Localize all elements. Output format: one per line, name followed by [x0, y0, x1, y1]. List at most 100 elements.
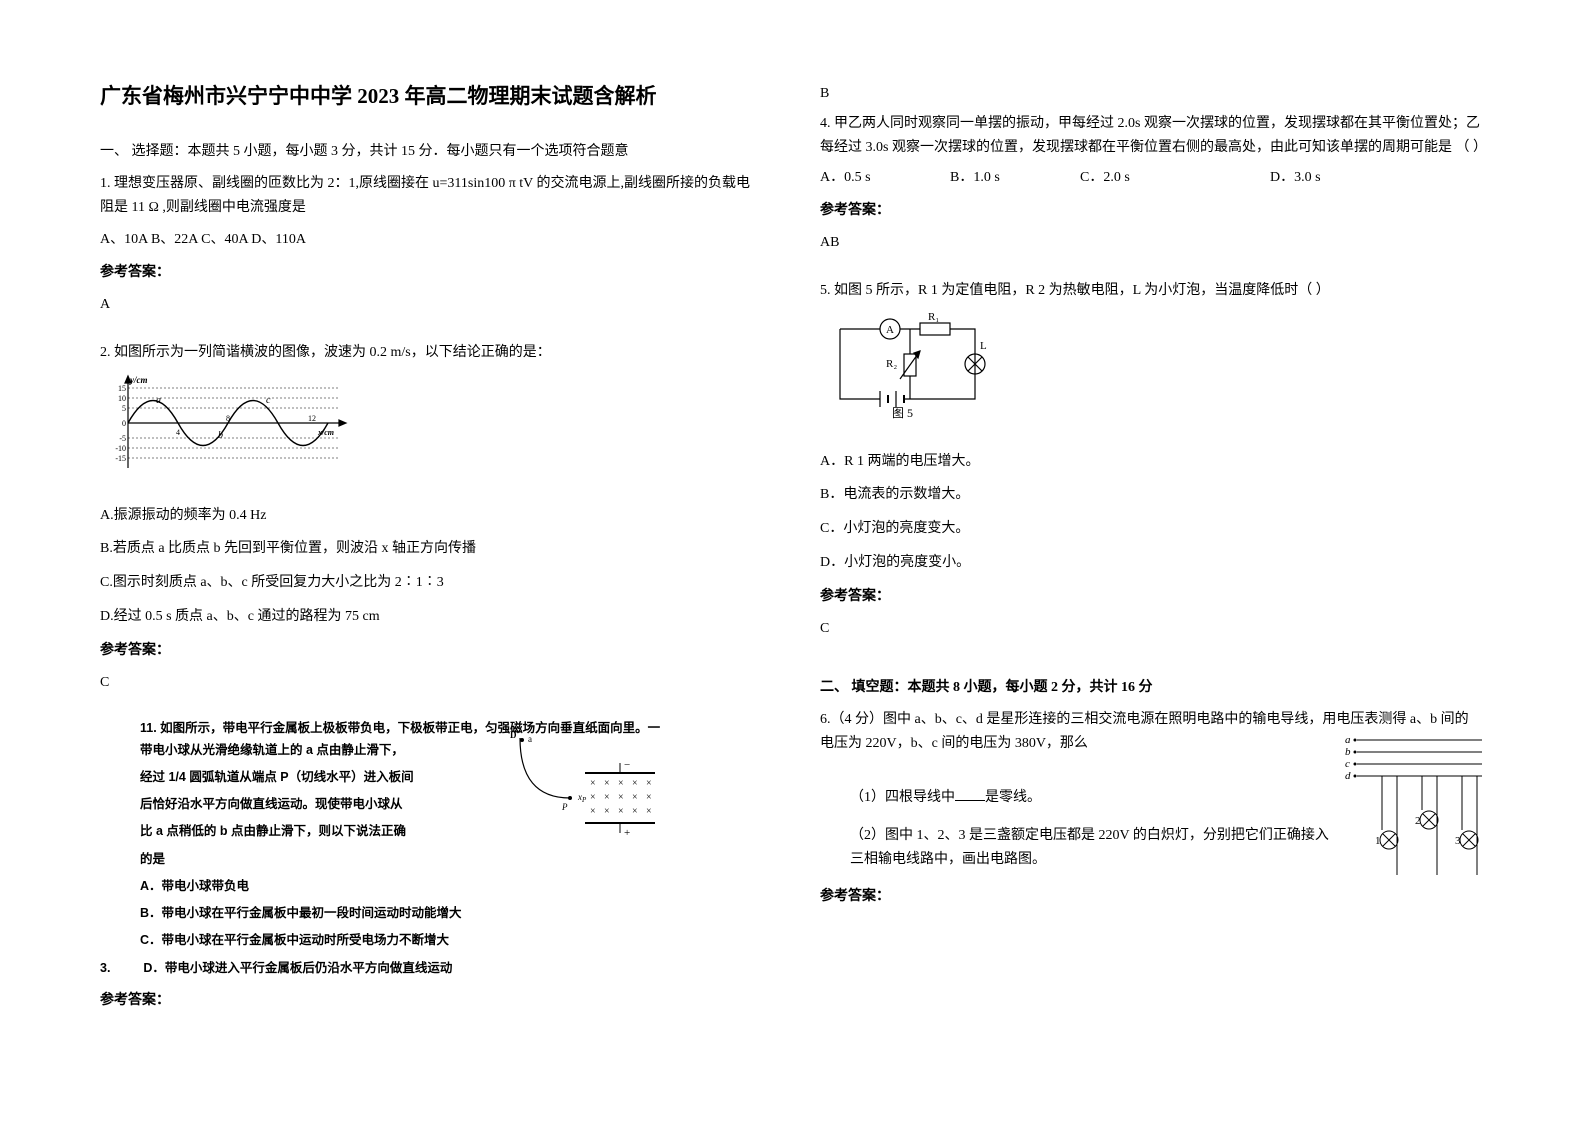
question-3-option-b: B．带电小球在平行金属板中最初一段时间运动时动能增大 [140, 903, 760, 924]
svg-text:×: × [604, 806, 610, 817]
svg-text:10: 10 [118, 394, 126, 403]
svg-text:×: × [646, 806, 652, 817]
wave-figure: y/cm a b [108, 373, 358, 483]
question-3-option-d: D．带电小球进入平行金属板后仍沿水平方向做直线运动 [143, 961, 452, 975]
svg-text:×: × [632, 792, 638, 803]
svg-text:×: × [618, 806, 624, 817]
svg-text:×: × [590, 806, 596, 817]
question-4-option-d: D．3.0 s [1270, 166, 1360, 190]
page-title: 广东省梅州市兴宁宁中中学 2023 年高二物理期末试题含解析 [100, 80, 760, 110]
question-5-option-b: B．电流表的示数增大。 [820, 483, 1480, 507]
track-a-point: a [528, 734, 532, 744]
question-4-option-b: B．1.0 s [950, 166, 1040, 190]
point-c-label: c [266, 395, 271, 406]
wire-a: a [1345, 734, 1351, 746]
question-3: 11. 如图所示，带电平行金属板上极板带负电，下极板带正电，匀强磁场方向垂直纸面… [100, 718, 760, 1020]
svg-text:8: 8 [226, 414, 230, 423]
ammeter-label: A [886, 324, 894, 336]
svg-text:-5: -5 [119, 434, 126, 443]
right-column: B 4. 甲乙两人同时观察同一单摆的振动，甲每经过 2.0s 观察一次摆球的位置… [820, 80, 1480, 1082]
question-1-options: A、10A B、22A C、40A D、110A [100, 228, 760, 252]
question-3-line0: 11. 如图所示，带电平行金属板上极板带负电，下极板带正电，匀强磁场方向垂直纸面… [100, 718, 760, 739]
question-6-p1a: （1）四根导线中 [850, 790, 955, 805]
question-5-option-c: C．小灯泡的亮度变大。 [820, 517, 1480, 541]
question-1-answer: A [100, 293, 760, 317]
question-6-figure: a b c d 1 2 3 [1337, 730, 1487, 880]
question-1-text: 1. 理想变压器原、副线圈的匝数比为 2：1,原线圈接在 u=311sin100… [100, 172, 760, 220]
xp-label: xP [577, 792, 587, 804]
question-2-option-b: B.若质点 a 比质点 b 先回到平衡位置，则波沿 x 轴正方向传播 [100, 537, 760, 561]
svg-text:×: × [604, 792, 610, 803]
svg-text:×: × [590, 778, 596, 789]
question-2-option-c: C.图示时刻质点 a、b、c 所受回复力大小之比为 2∶1∶3 [100, 571, 760, 595]
svg-text:×: × [618, 778, 624, 789]
plus-sign: + [624, 827, 630, 839]
svg-text:15: 15 [118, 384, 126, 393]
svg-text:×: × [604, 778, 610, 789]
question-6-p1b: 是零线。 [985, 790, 1041, 805]
svg-text:×: × [618, 792, 624, 803]
question-5-option-a: A．R 1 两端的电压增大。 [820, 450, 1480, 474]
question-2: 2. 如图所示为一列简谐横波的图像，波速为 0.2 m/s，以下结论正确的是： … [100, 341, 760, 704]
left-column: 广东省梅州市兴宁宁中中学 2023 年高二物理期末试题含解析 一、 选择题：本题… [100, 80, 760, 1082]
r1-label: R₁ [928, 311, 939, 323]
svg-text:x/cm: x/cm [317, 428, 334, 437]
question-2-option-d: D.经过 0.5 s 质点 a、b、c 通过的路程为 75 cm [100, 605, 760, 629]
svg-text:0: 0 [122, 419, 126, 428]
point-b-label: b [218, 430, 223, 441]
svg-text:×: × [646, 792, 652, 803]
svg-text:×: × [632, 806, 638, 817]
question-5-circuit: A R₁ R₂ L 图 5 [820, 309, 1000, 419]
point-a-label: a [156, 395, 161, 406]
svg-text:4: 4 [176, 428, 180, 437]
question-4-option-c: C．2.0 s [1080, 166, 1170, 190]
lamp-label: L [980, 340, 987, 352]
question-3-line1: 带电小球从光滑绝缘轨道上的 a 点由静止滑下， [140, 740, 760, 761]
question-3-line2: 经过 1/4 圆弧轨道从端点 P（切线水平）进入板间 [140, 767, 760, 788]
question-4: 4. 甲乙两人同时观察同一单摆的振动，甲每经过 2.0s 观察一次摆球的位置，发… [820, 112, 1480, 265]
wire-c: c [1345, 758, 1350, 770]
question-3-line3: 后恰好沿水平方向做直线运动。现使带电小球从 [140, 794, 760, 815]
section-1-heading: 一、 选择题：本题共 5 小题，每小题 3 分，共计 15 分．每小题只有一个选… [100, 140, 760, 160]
question-4-option-a: A．0.5 s [820, 166, 910, 190]
section-2-heading: 二、 填空题：本题共 8 小题，每小题 2 分，共计 16 分 [820, 676, 1480, 696]
lamp-2: 2 [1415, 815, 1421, 827]
question-3-figure: a D P − + × × × × × × × × × × × × × × xP × [500, 728, 660, 848]
question-2-answer: C [100, 671, 760, 695]
svg-text:×: × [646, 778, 652, 789]
question-3-answer: B [820, 86, 1480, 102]
answer-label: 参考答案： [100, 639, 760, 663]
answer-label: 参考答案： [820, 199, 1480, 223]
question-2-option-a: A.振源振动的频率为 0.4 Hz [100, 504, 760, 528]
answer-label: 参考答案： [100, 989, 760, 1013]
question-5-option-d: D．小灯泡的亮度变小。 [820, 551, 1480, 575]
svg-text:D: D [510, 730, 517, 740]
minus-sign: − [624, 759, 630, 771]
question-1: 1. 理想变压器原、副线圈的匝数比为 2：1,原线圈接在 u=311sin100… [100, 172, 760, 327]
figure-5-caption: 图 5 [892, 406, 913, 419]
question-2-text: 2. 如图所示为一列简谐横波的图像，波速为 0.2 m/s，以下结论正确的是： [100, 341, 760, 365]
wire-d: d [1345, 770, 1351, 782]
svg-text:5: 5 [122, 404, 126, 413]
question-3-line5: 的是 [140, 849, 760, 870]
blank-underline [955, 787, 985, 801]
svg-text:×: × [590, 792, 596, 803]
lamp-3: 3 [1455, 835, 1461, 847]
svg-text:-10: -10 [115, 444, 126, 453]
question-3-option-c: C．带电小球在平行金属板中运动时所受电场力不断增大 [140, 930, 760, 951]
question-3-number: 3. [100, 961, 110, 975]
p-label: P [561, 802, 568, 812]
answer-label: 参考答案： [100, 261, 760, 285]
r2-label: R₂ [886, 358, 897, 370]
svg-text:12: 12 [308, 414, 316, 423]
question-5-answer: C [820, 617, 1480, 641]
answer-label: 参考答案： [820, 585, 1480, 609]
question-5-text: 5. 如图 5 所示，R 1 为定值电阻，R 2 为热敏电阻，L 为小灯泡，当温… [820, 279, 1480, 303]
lamp-1: 1 [1375, 835, 1381, 847]
question-4-answer: AB [820, 231, 1480, 255]
question-3-option-a: A．带电小球带负电 [140, 876, 760, 897]
question-4-text: 4. 甲乙两人同时观察同一单摆的振动，甲每经过 2.0s 观察一次摆球的位置，发… [820, 112, 1480, 160]
question-5: 5. 如图 5 所示，R 1 为定值电阻，R 2 为热敏电阻，L 为小灯泡，当温… [820, 279, 1480, 650]
question-3-line4: 比 a 点稍低的 b 点由静止滑下，则以下说法正确 [140, 821, 760, 842]
svg-text:×: × [632, 778, 638, 789]
